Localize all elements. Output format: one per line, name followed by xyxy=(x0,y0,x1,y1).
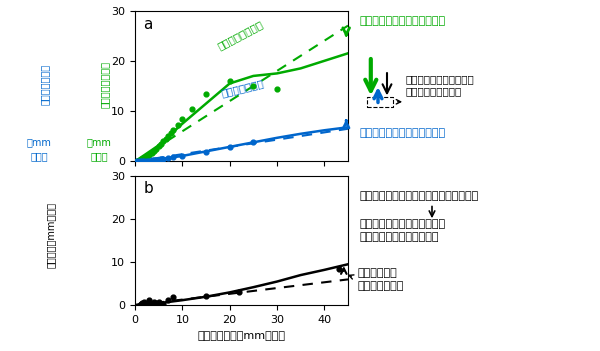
Text: （mm: （mm xyxy=(26,137,52,147)
Text: （遅断蒂発）＝（林外雨）－（林内雨）: （遅断蒂発）＝（林外雨）－（林内雨） xyxy=(360,191,479,201)
Point xyxy=(140,299,149,305)
Point xyxy=(142,158,152,164)
Text: 遮断蒸発（mm／時）: 遮断蒸発（mm／時） xyxy=(46,202,56,268)
Text: 強い雨のとき林内雨の割合が: 強い雨のとき林内雨の割合が xyxy=(360,219,446,229)
Point xyxy=(201,293,211,299)
Point xyxy=(142,302,152,307)
Point xyxy=(156,141,166,147)
Point xyxy=(156,302,166,307)
Point xyxy=(163,133,173,139)
Point xyxy=(156,157,166,162)
Point xyxy=(248,83,258,89)
Point xyxy=(140,155,149,161)
Point xyxy=(135,158,145,163)
Point xyxy=(151,157,161,163)
Point xyxy=(142,154,152,159)
Point xyxy=(135,302,145,307)
Point xyxy=(145,158,154,164)
Text: 強い雨のとき増加割合が増す: 強い雨のとき増加割合が増す xyxy=(360,128,446,138)
Point xyxy=(178,116,187,121)
Point xyxy=(140,158,149,164)
Point xyxy=(139,302,148,308)
Text: 強い雨のとき: 強い雨のとき xyxy=(357,269,397,278)
Point xyxy=(166,131,175,136)
Point xyxy=(149,299,159,305)
Point xyxy=(154,144,163,149)
Point xyxy=(201,91,211,97)
Point xyxy=(158,301,168,307)
Point xyxy=(178,153,187,159)
Text: 幹を流れ下る雨水: 幹を流れ下る雨水 xyxy=(100,61,110,108)
Text: b: b xyxy=(143,181,153,196)
Text: （mm: （mm xyxy=(86,137,112,147)
Text: 林内雨の割合が減る: 林内雨の割合が減る xyxy=(405,86,461,96)
Point xyxy=(272,86,282,91)
Point xyxy=(137,300,147,306)
Text: 帹を流れ下る雨水: 帹を流れ下る雨水 xyxy=(216,19,265,51)
Point xyxy=(133,303,142,309)
Point xyxy=(163,155,173,161)
Text: a: a xyxy=(143,16,153,32)
Point xyxy=(168,155,178,160)
Point xyxy=(135,158,145,164)
Point xyxy=(168,127,178,133)
Point xyxy=(158,139,168,144)
Point xyxy=(151,146,161,152)
Point xyxy=(140,301,150,307)
Point xyxy=(145,297,154,303)
Point xyxy=(225,145,235,150)
Point xyxy=(235,290,244,295)
Point xyxy=(154,157,163,163)
Point xyxy=(136,301,145,307)
Point xyxy=(137,157,147,162)
Point xyxy=(149,157,159,163)
Point xyxy=(173,122,182,127)
Point xyxy=(137,158,147,164)
Text: 増加割合が増す: 増加割合が増す xyxy=(357,281,403,291)
Point xyxy=(201,149,211,155)
Text: 樋で集めた雨水: 樋で集めた雨水 xyxy=(40,64,50,105)
Point xyxy=(334,266,343,271)
Text: 強い雨のとき増加割合が鈍る: 強い雨のとき増加割合が鈍る xyxy=(360,16,446,26)
Point xyxy=(147,158,157,163)
Point xyxy=(133,158,142,164)
Point xyxy=(225,78,235,84)
X-axis label: 林外雨の強さ（mm／時）: 林外雨の強さ（mm／時） xyxy=(197,331,286,341)
Point xyxy=(163,297,173,303)
Point xyxy=(147,150,157,156)
Point xyxy=(147,301,157,307)
Point xyxy=(187,106,197,112)
Text: ／時）: ／時） xyxy=(30,151,48,161)
Text: 指で集めた雨水: 指で集めた雨水 xyxy=(220,78,265,98)
Point xyxy=(158,156,168,162)
Text: 減るので遅断蒂発は増える: 減るので遅断蒂発は増える xyxy=(360,232,439,241)
Point xyxy=(154,299,163,305)
Text: ／時）: ／時） xyxy=(90,151,108,161)
Point xyxy=(149,148,159,154)
Point xyxy=(248,139,258,145)
Point xyxy=(145,152,154,158)
Point xyxy=(161,136,170,141)
Text: 合計すると強い雨のとき: 合計すると強い雨のとき xyxy=(405,74,474,84)
Point xyxy=(133,159,142,164)
Point xyxy=(168,294,178,299)
Point xyxy=(143,300,153,306)
Point xyxy=(151,300,161,306)
